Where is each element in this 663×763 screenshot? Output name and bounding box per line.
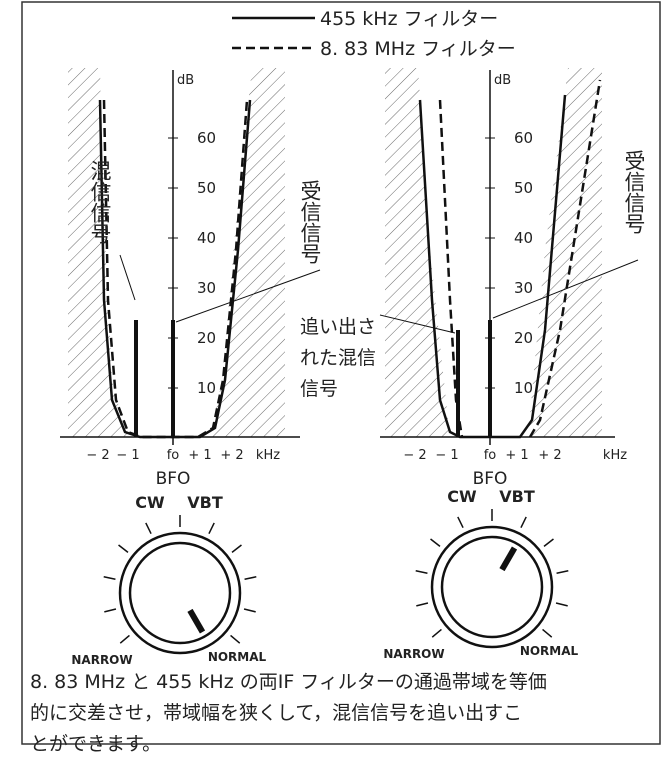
y-tick-label: 40 [514,229,533,247]
hatch [528,68,602,437]
knob-inner [130,543,230,643]
x-tick-label: kHz [603,448,627,463]
annotation: 追い出さ [300,316,376,338]
annotation: 信号 [300,378,338,400]
y-unit: dB [494,73,511,88]
knob-scale [543,629,552,637]
figure: 455 kHz フィルター 8. 83 MHz フィルター 混信信号 受信信号 … [0,0,663,759]
y-tick-label: 60 [514,129,533,147]
y-unit: dB [177,73,194,88]
knob-scale [146,523,151,534]
knob-outer [120,533,240,653]
knob-scale [432,629,441,637]
x-tick-label: − 1 [435,448,458,463]
knob-scale [521,517,526,528]
annotation: 受信信号 [298,180,322,264]
x-tick-label: − 2 [403,448,426,463]
knob-scale [556,603,568,606]
annotation: れた混信 [300,347,376,369]
x-tick-label: + 2 [220,448,243,463]
knob-scale [120,635,129,643]
knob-scale [431,539,440,546]
x-tick-label: + 1 [188,448,211,463]
knob-label: NARROW [383,647,444,661]
y-tick-label: 10 [197,379,216,397]
knob-outer [432,527,552,647]
knob-label: CW [447,487,477,506]
knob-scale [544,539,553,546]
y-tick-label: 20 [514,329,533,347]
knob-label: NARROW [71,653,132,667]
knob-scale [119,545,128,552]
legend-label: 455 kHz フィルター [320,8,498,30]
knob-label: VBT [187,493,223,512]
annotation: 受信信号 [622,150,646,234]
y-tick-label: 20 [197,329,216,347]
x-title: BFO [473,469,508,489]
y-tick-label: 50 [514,179,533,197]
knob-scale [209,523,214,534]
knob-scale [232,545,241,552]
knob-pointer [502,548,515,570]
y-tick-label: 10 [514,379,533,397]
y-tick-label: 30 [514,279,533,297]
knob-scale [416,603,428,606]
knob-scale [245,577,257,579]
caption-line: とができます。 [30,733,161,755]
knob-scale [104,577,116,579]
y-tick-label: 50 [197,179,216,197]
knob-scale [244,609,256,612]
x-tick-label: + 1 [505,448,528,463]
knob-scale [557,571,569,573]
annotation: 混信信号 [88,160,112,244]
x-tick-label: − 1 [116,448,139,463]
y-tick-label: 40 [197,229,216,247]
knob-label: VBT [499,487,535,506]
arrow [120,255,135,300]
left-chart: 混信信号 受信信号 [60,68,322,445]
caption-line: 的に交差させ，帯域幅を狭くして，混信信号を追い出すこ [30,702,522,724]
knob-inner [442,537,542,637]
knob-scale [104,609,116,612]
hatch [385,68,450,437]
knob-pointer [190,610,203,632]
x-tick-label: fo [167,448,180,463]
y-tick-label: 30 [197,279,216,297]
knob-label: NORMAL [520,644,579,658]
right-chart: 受信信号 追い出さ れた混信 信号 [300,68,646,445]
caption-line: 8. 83 MHz と 455 kHz の両IF フィルターの通過帯域を等価 [30,671,547,693]
knob-scale [231,635,240,643]
legend-label: 8. 83 MHz フィルター [320,38,516,60]
x-tick-label: − 2 [86,448,109,463]
knob-scale [416,571,428,573]
x-tick-label: fo [484,448,497,463]
x-tick-label: + 2 [538,448,561,463]
x-tick-label: kHz [256,448,280,463]
y-tick-label: 60 [197,129,216,147]
x-title: BFO [156,469,191,489]
knob-label: NORMAL [208,650,267,664]
knob-label: CW [135,493,165,512]
knob-scale [458,517,463,528]
